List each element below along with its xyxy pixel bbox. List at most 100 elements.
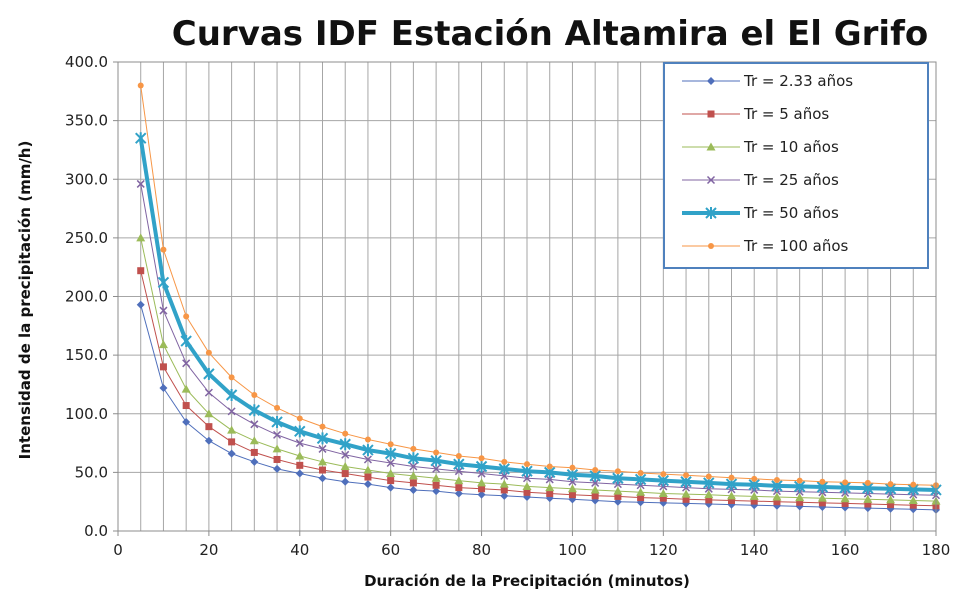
data-point xyxy=(318,444,327,453)
data-point xyxy=(384,447,397,460)
data-point xyxy=(386,483,395,492)
data-point xyxy=(182,359,191,368)
data-point xyxy=(387,477,395,485)
data-point xyxy=(886,495,896,504)
data-point xyxy=(569,464,576,471)
data-point xyxy=(658,488,668,497)
data-point xyxy=(272,444,282,453)
data-point xyxy=(568,491,576,499)
data-point xyxy=(273,464,282,473)
data-point xyxy=(318,474,327,483)
data-point xyxy=(477,469,486,478)
data-point xyxy=(410,445,417,452)
data-point xyxy=(227,425,237,434)
data-point xyxy=(566,468,579,481)
data-point xyxy=(136,300,145,309)
legend-swatch-marker xyxy=(708,243,714,249)
data-point xyxy=(433,449,440,456)
series-line xyxy=(138,137,937,492)
y-tick-label: 300.0 xyxy=(65,170,108,188)
data-point xyxy=(341,450,350,459)
data-point xyxy=(454,489,463,498)
data-point xyxy=(364,473,372,481)
y-tick-label: 250.0 xyxy=(65,229,108,247)
data-point xyxy=(250,457,259,466)
data-point xyxy=(498,462,510,475)
data-point xyxy=(295,451,305,460)
data-point xyxy=(251,391,258,398)
data-point xyxy=(795,493,805,502)
data-point xyxy=(364,436,371,443)
data-point xyxy=(407,452,420,465)
data-point xyxy=(386,458,395,468)
data-point xyxy=(705,473,712,480)
data-point xyxy=(339,438,351,451)
data-point xyxy=(773,498,781,506)
data-point xyxy=(750,497,758,505)
data-point xyxy=(160,246,167,253)
data-point xyxy=(817,493,827,502)
data-point xyxy=(454,476,464,485)
data-point xyxy=(772,492,782,501)
data-point xyxy=(319,423,326,430)
data-point xyxy=(340,462,350,471)
data-point xyxy=(454,467,463,476)
data-point xyxy=(319,466,326,474)
legend-box xyxy=(663,62,929,269)
axes: 0.050.0100.0150.0200.0250.0300.0350.0400… xyxy=(65,53,950,559)
data-point xyxy=(567,484,577,493)
data-point xyxy=(249,436,259,445)
x-tick-label: 60 xyxy=(381,541,400,559)
data-point xyxy=(796,477,803,484)
data-point xyxy=(157,276,170,289)
data-point xyxy=(682,495,690,503)
data-point xyxy=(296,461,304,469)
series-line xyxy=(140,85,937,486)
chart-title: Curvas IDF Estación Altamira el El Grifo xyxy=(172,14,928,54)
data-point xyxy=(205,349,212,356)
data-point xyxy=(159,306,168,315)
data-point xyxy=(409,462,418,471)
data-point xyxy=(205,423,213,431)
data-point xyxy=(408,471,418,480)
data-point xyxy=(591,478,600,487)
data-point xyxy=(612,472,624,485)
data-point xyxy=(499,479,509,488)
data-point xyxy=(727,491,736,500)
data-point xyxy=(728,474,735,481)
data-point xyxy=(728,497,735,505)
data-point xyxy=(228,438,236,446)
data-point xyxy=(614,492,622,500)
y-tick-label: 100.0 xyxy=(65,405,108,423)
data-point xyxy=(909,501,917,509)
data-point xyxy=(523,488,531,496)
y-axis-title: Intensidad de la precipitación (mm/h) xyxy=(16,141,34,460)
data-point xyxy=(545,483,555,492)
data-point xyxy=(659,494,667,502)
data-point xyxy=(478,455,485,462)
x-tick-label: 40 xyxy=(290,541,309,559)
data-point xyxy=(362,444,374,457)
data-point xyxy=(296,415,303,422)
data-point xyxy=(182,402,190,410)
data-point xyxy=(136,233,146,242)
data-point xyxy=(225,388,238,401)
data-point xyxy=(477,490,486,499)
data-point xyxy=(135,132,147,145)
data-point xyxy=(841,499,849,507)
legend-label: Tr = 25 años xyxy=(743,171,839,189)
x-tick-label: 80 xyxy=(472,541,491,559)
y-tick-label: 0.0 xyxy=(84,522,108,540)
data-point xyxy=(660,471,667,478)
data-point xyxy=(228,374,235,381)
x-tick-label: 120 xyxy=(649,541,678,559)
data-point xyxy=(363,480,372,489)
data-point xyxy=(431,473,441,482)
series-line xyxy=(140,270,937,507)
data-point xyxy=(637,494,645,502)
data-point xyxy=(204,436,213,445)
data-point xyxy=(636,487,646,496)
legend-item: Tr = 5 años xyxy=(682,105,829,123)
data-point xyxy=(475,460,488,473)
legend-item: Tr = 25 años xyxy=(682,171,839,189)
